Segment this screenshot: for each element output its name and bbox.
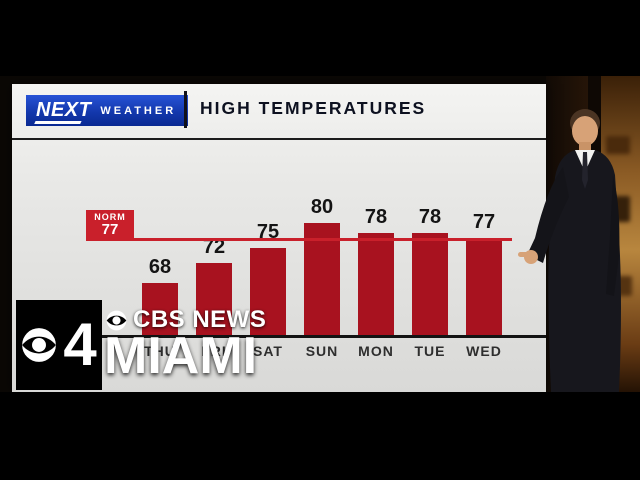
next-logo-text: NEXT bbox=[36, 99, 92, 121]
logo-swoosh bbox=[34, 120, 82, 123]
weather-graphic-panel: NEXT WEATHER HIGH TEMPERATURES bbox=[12, 84, 546, 392]
letterbox-top bbox=[0, 0, 640, 76]
header-rule bbox=[12, 138, 546, 140]
chart-title: HIGH TEMPERATURES bbox=[200, 98, 427, 118]
shelf-item bbox=[606, 136, 630, 154]
next-weather-logo: NEXT WEATHER bbox=[26, 95, 189, 126]
weather-presenter bbox=[518, 109, 621, 392]
letterbox-bottom bbox=[0, 392, 640, 480]
header-divider bbox=[184, 91, 187, 128]
weather-logo-text: WEATHER bbox=[100, 104, 177, 117]
